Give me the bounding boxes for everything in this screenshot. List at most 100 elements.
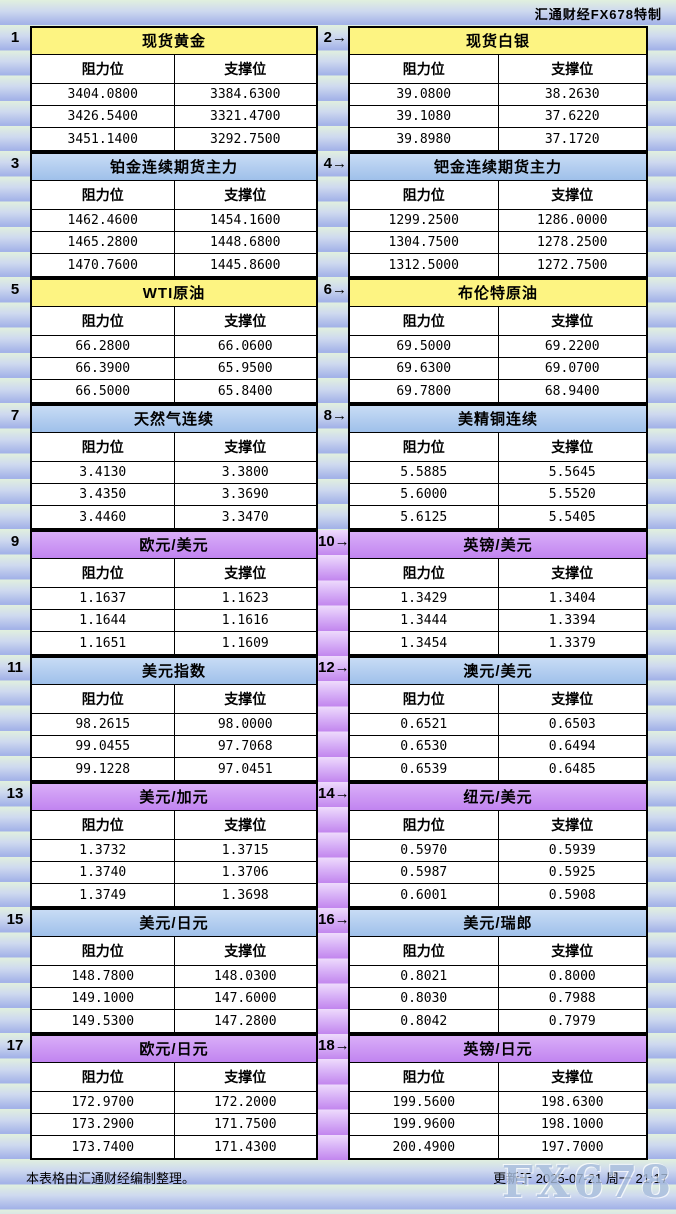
support-value: 147.2800: [173, 1009, 318, 1034]
quote-table-title-row: 美元/加元: [30, 782, 318, 811]
support-value: 1286.0000: [497, 208, 648, 233]
support-column-header: 支撑位: [497, 305, 648, 336]
quote-table-title: 美精铜连续: [348, 404, 648, 433]
support-value: 0.5939: [497, 838, 648, 863]
right-margin: [648, 152, 676, 278]
quote-table-title-row: 布伦特原油: [348, 278, 648, 307]
resistance-value: 1470.7600: [30, 253, 175, 278]
footer: 本表格由汇通财经编制整理。 更新于 2025-07-21 周一 21:17: [0, 1160, 676, 1194]
quote-row: 3.4350 3.3690: [30, 483, 318, 507]
support-value: 1.1623: [173, 586, 318, 611]
resistance-value: 39.1080: [348, 105, 499, 129]
support-value: 37.6220: [497, 105, 648, 129]
support-column-header: 支撑位: [497, 809, 648, 840]
support-value: 0.7988: [497, 987, 648, 1011]
quote-row: 1312.5000 1272.7500: [348, 253, 648, 278]
support-column-header: 支撑位: [497, 935, 648, 966]
support-value: 0.6485: [497, 757, 648, 782]
quote-table-header-row: 阻力位 支撑位: [348, 53, 648, 84]
resistance-value: 0.6521: [348, 712, 499, 737]
section-gutter: 14→: [318, 782, 350, 908]
resistance-value: 3.4130: [30, 460, 175, 485]
support-column-header: 支撑位: [173, 305, 318, 336]
quote-row: 66.3900 65.9500: [30, 357, 318, 381]
quote-table-title-row: 天然气连续: [30, 404, 318, 433]
support-column-header: 支撑位: [173, 809, 318, 840]
support-column-header: 支撑位: [173, 179, 318, 210]
resistance-value: 3451.1400: [30, 127, 175, 152]
resistance-column-header: 阻力位: [348, 557, 499, 588]
quote-row: 66.5000 65.8400: [30, 379, 318, 404]
support-value: 1.3698: [173, 883, 318, 908]
resistance-value: 3404.0800: [30, 82, 175, 107]
support-value: 3.3470: [173, 505, 318, 530]
resistance-value: 1462.4600: [30, 208, 175, 233]
quote-table-header-row: 阻力位 支撑位: [348, 809, 648, 840]
quote-table-title: 欧元/日元: [30, 1034, 318, 1063]
section-gutter: 8→: [318, 404, 348, 530]
support-value: 66.0600: [173, 334, 318, 359]
quote-table: 钯金连续期货主力 阻力位 支撑位 1299.2500 1286.0000 1304.750…: [348, 152, 648, 278]
resistance-value: 99.1228: [30, 757, 175, 782]
quote-table-title: 现货黄金: [30, 26, 318, 55]
support-value: 171.7500: [173, 1113, 318, 1137]
quote-table-title: 欧元/美元: [30, 530, 318, 559]
resistance-value: 1.3454: [348, 631, 499, 656]
section-gutter: 10→: [318, 530, 350, 656]
quote-row: 0.6539 0.6485: [348, 757, 648, 782]
section-number-arrow-label: 8→: [323, 407, 347, 424]
resistance-value: 1.3740: [30, 861, 175, 885]
resistance-value: 1312.5000: [348, 253, 499, 278]
resistance-value: 5.5885: [348, 460, 499, 485]
support-value: 1445.8600: [173, 253, 318, 278]
support-value: 1454.1600: [173, 208, 318, 233]
resistance-value: 5.6125: [348, 505, 499, 530]
quote-table: 天然气连续 阻力位 支撑位 3.4130 3.3800 3.4350 3.3690 3.446…: [30, 404, 318, 530]
quote-row: 0.8021 0.8000: [348, 964, 648, 989]
resistance-column-header: 阻力位: [348, 53, 499, 84]
section-band-row: 9 欧元/美元 阻力位 支撑位 1.1637 1.1623 1.1644 1.1616 1.16…: [0, 530, 676, 656]
quote-row: 99.0455 97.7068: [30, 735, 318, 759]
right-margin: [648, 782, 676, 908]
quote-row: 69.5000 69.2200: [348, 334, 648, 359]
quote-table-title: 铂金连续期货主力: [30, 152, 318, 181]
quote-row: 1.3444 1.3394: [348, 609, 648, 633]
quote-table: 铂金连续期货主力 阻力位 支撑位 1462.4600 1454.1600 1465.280…: [30, 152, 318, 278]
resistance-column-header: 阻力位: [30, 1061, 175, 1092]
support-value: 172.2000: [173, 1090, 318, 1115]
support-value: 1.1609: [173, 631, 318, 656]
resistance-column-header: 阻力位: [30, 53, 175, 84]
quote-row: 173.2900 171.7500: [30, 1113, 318, 1137]
resistance-value: 69.5000: [348, 334, 499, 359]
resistance-value: 0.5970: [348, 838, 499, 863]
resistance-value: 3426.5400: [30, 105, 175, 129]
resistance-value: 1.3429: [348, 586, 499, 611]
support-value: 0.8000: [497, 964, 648, 989]
quote-row: 39.8980 37.1720: [348, 127, 648, 152]
quote-table-title-row: 英镑/日元: [348, 1034, 648, 1063]
quote-row: 66.2800 66.0600: [30, 334, 318, 359]
resistance-column-header: 阻力位: [30, 809, 175, 840]
resistance-value: 3.4460: [30, 505, 175, 530]
quote-row: 39.0800 38.2630: [348, 82, 648, 107]
support-column-header: 支撑位: [173, 53, 318, 84]
section-number-label: 13: [6, 785, 24, 802]
right-margin: [648, 26, 676, 152]
resistance-value: 0.6539: [348, 757, 499, 782]
quote-table-header-row: 阻力位 支撑位: [30, 179, 318, 210]
quote-row: 1304.7500 1278.2500: [348, 231, 648, 255]
section-gutter: 4→: [318, 152, 348, 278]
support-value: 0.7979: [497, 1009, 648, 1034]
section-number-arrow-label: 4→: [323, 155, 347, 172]
resistance-value: 1.3732: [30, 838, 175, 863]
quote-table-title: 天然气连续: [30, 404, 318, 433]
quote-row: 5.6125 5.5405: [348, 505, 648, 530]
quote-table: 英镑/日元 阻力位 支撑位 199.5600 198.6300 199.9600 198.1…: [348, 1034, 648, 1160]
support-column-header: 支撑位: [173, 683, 318, 714]
resistance-value: 1304.7500: [348, 231, 499, 255]
support-column-header: 支撑位: [173, 1061, 318, 1092]
right-margin: [648, 278, 676, 404]
quote-table-title: 美元/加元: [30, 782, 318, 811]
quote-table-title: 英镑/美元: [348, 530, 648, 559]
section-number-arrow-label: 14→: [318, 785, 350, 802]
